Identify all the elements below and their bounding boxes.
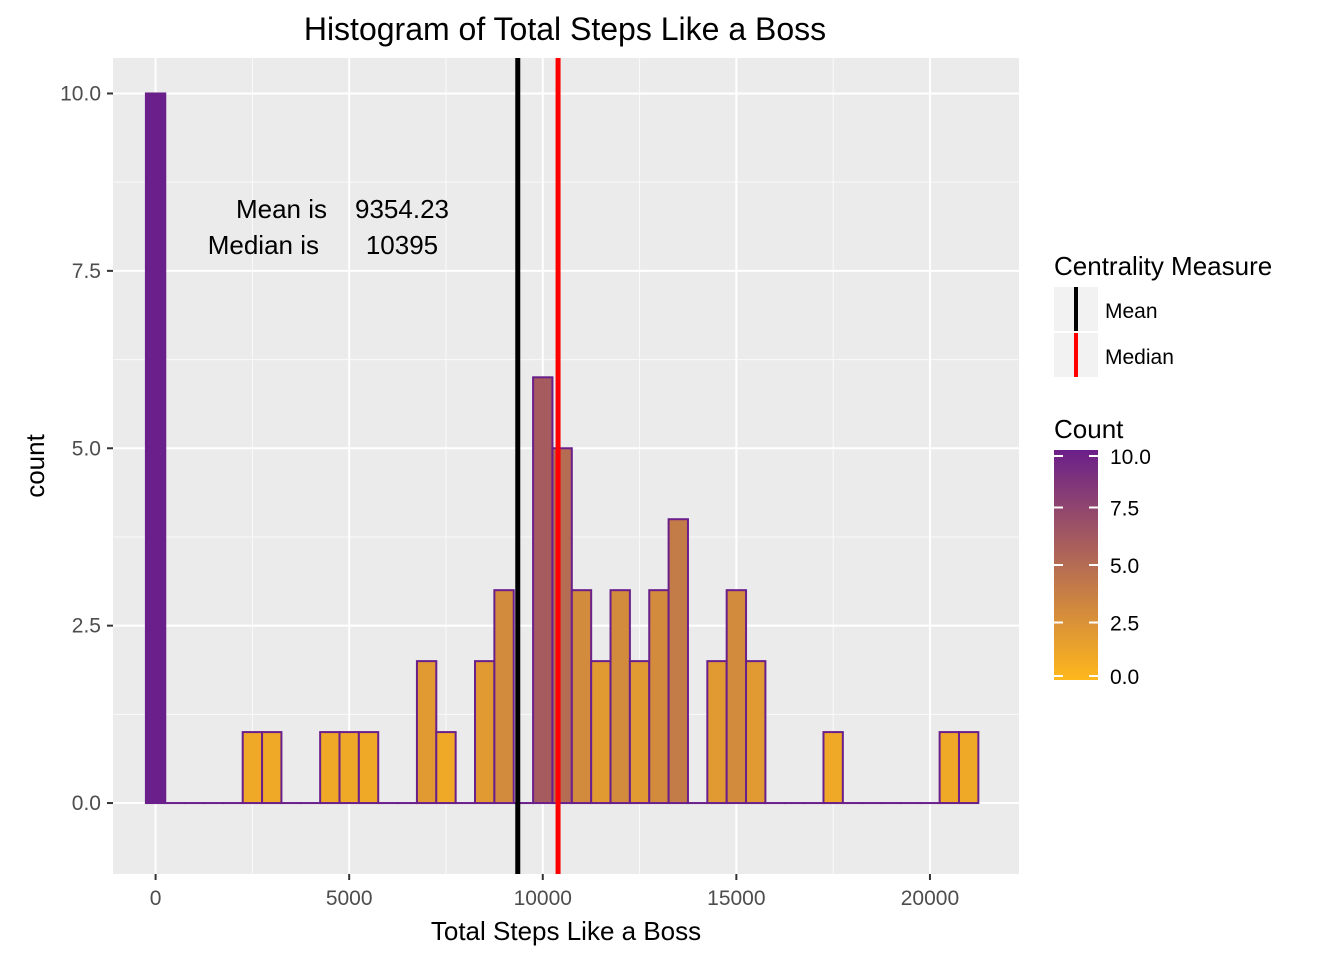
legend-centrality: Centrality Measure Mean Median	[1054, 251, 1272, 377]
colorbar-tick-label: 2.5	[1110, 613, 1139, 636]
histogram-bar	[144, 92, 167, 805]
x-axis-ticks: 0 5000 10000 15000 20000	[150, 874, 959, 910]
y-tick-label: 5.0	[72, 437, 101, 460]
histogram-bar	[357, 731, 380, 805]
x-tick-label: 5000	[326, 887, 373, 910]
histogram-bars	[144, 92, 980, 805]
annotation-median-label: Median is	[208, 230, 319, 260]
x-axis-title: Total Steps Like a Boss	[431, 916, 701, 946]
histogram-bar	[319, 731, 341, 805]
annotation-mean-value: 9354.23	[355, 194, 449, 224]
histogram-bar	[957, 731, 980, 805]
histogram-bar	[338, 731, 360, 805]
histogram-bar	[570, 589, 593, 805]
histogram-bar	[532, 376, 554, 805]
histogram-bar	[474, 660, 496, 805]
colorbar-tick-label: 0.0	[1110, 666, 1139, 689]
histogram-bar	[415, 660, 438, 805]
x-tick-label: 0	[150, 887, 162, 910]
legend-count: Count 0.0 2.5 5.0 7.5 10.0	[1054, 414, 1151, 689]
chart-title: Histogram of Total Steps Like a Boss	[304, 11, 826, 47]
reference-lines	[515, 58, 561, 874]
histogram-bar	[822, 731, 844, 805]
x-tick-label: 20000	[901, 887, 959, 910]
histogram-bar	[241, 731, 264, 805]
y-axis-ticks: 0.0 2.5 5.0 7.5 10.0	[60, 82, 113, 815]
legend-centrality-title: Centrality Measure	[1054, 251, 1272, 281]
x-tick-label: 15000	[707, 887, 765, 910]
histogram-bar	[435, 731, 457, 805]
histogram-bar	[667, 518, 689, 805]
legend-label-median: Median	[1105, 346, 1174, 369]
colorbar-tick-label: 5.0	[1110, 555, 1139, 578]
histogram-bar	[261, 731, 283, 805]
legend-count-title: Count	[1054, 414, 1124, 444]
legend-label-mean: Mean	[1105, 300, 1158, 323]
histogram-bar	[725, 589, 748, 805]
annotation-median-value: 10395	[366, 230, 438, 260]
y-tick-label: 2.5	[72, 615, 101, 638]
y-tick-label: 7.5	[72, 260, 101, 283]
y-tick-label: 10.0	[60, 82, 101, 105]
x-tick-label: 10000	[514, 887, 572, 910]
centrality-annotation: Mean is 9354.23 Median is 10395	[208, 194, 449, 260]
legend-count-ticks: 0.0 2.5 5.0 7.5 10.0	[1054, 446, 1151, 689]
y-axis-title: count	[20, 433, 50, 497]
histogram-bar	[609, 589, 631, 805]
y-tick-label: 0.0	[72, 792, 101, 815]
histogram-bar	[493, 589, 515, 805]
histogram-bar	[745, 660, 767, 805]
histogram-bar	[590, 660, 612, 805]
colorbar-tick-label: 10.0	[1110, 446, 1151, 469]
histogram-bar	[648, 589, 670, 805]
histogram-bar	[551, 447, 573, 805]
annotation-mean-label: Mean is	[236, 194, 327, 224]
colorbar-tick-label: 7.5	[1110, 498, 1139, 521]
histogram-bar	[628, 660, 651, 805]
histogram-bar	[938, 731, 960, 805]
histogram-bar	[706, 660, 728, 805]
